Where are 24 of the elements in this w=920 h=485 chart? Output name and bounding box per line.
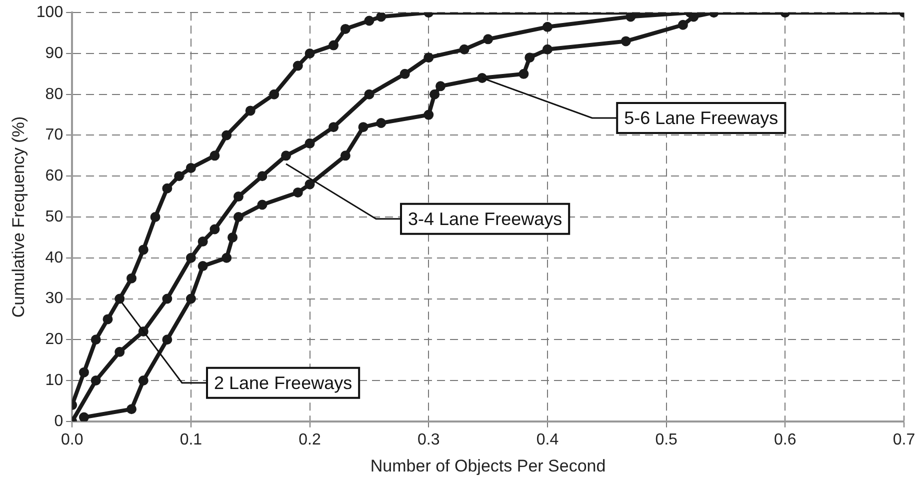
annotation: 5-6 Lane Freeways: [624, 108, 778, 128]
x-tick-label: 0.7: [892, 431, 916, 448]
x-tick-label: 0.4: [536, 431, 559, 448]
y-axis-title: Cumulative Frequency (%): [8, 116, 28, 318]
y-tick-label: 100: [36, 4, 64, 22]
x-axis-title: Number of Objects Per Second: [370, 456, 606, 476]
annotation: 2 Lane Freeways: [214, 372, 352, 393]
x-tick-label: 0.2: [298, 431, 321, 448]
y-tick-label: 30: [45, 290, 64, 308]
y-tick-label: 80: [45, 86, 64, 103]
x-tick-label: 0.3: [418, 431, 440, 448]
y-tick-label: 0: [54, 412, 64, 430]
y-tick-label: 70: [45, 126, 64, 144]
x-tick-label: 0.6: [774, 431, 796, 448]
y-tick-label: 10: [45, 372, 64, 389]
y-tick-label: 50: [45, 208, 64, 226]
y-tick-label: 20: [45, 331, 64, 348]
x-tick-label: 0.0: [60, 431, 84, 448]
annotation: 3-4 Lane Freeways: [408, 208, 562, 229]
x-tick-label: 0.1: [180, 431, 202, 448]
y-tick-label: 90: [45, 44, 64, 62]
y-tick-label: 40: [45, 249, 64, 266]
y-tick-label: 60: [45, 168, 64, 185]
x-tick-label: 0.5: [655, 431, 678, 448]
